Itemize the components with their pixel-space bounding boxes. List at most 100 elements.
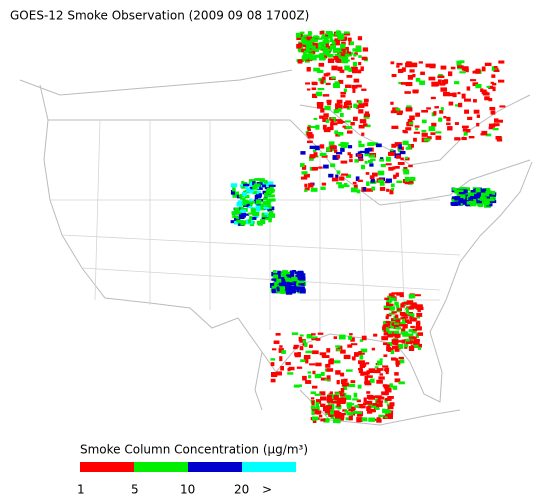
smoke-pixel: [396, 180, 403, 183]
smoke-pixel: [358, 351, 362, 356]
smoke-pixel: [398, 344, 404, 349]
smoke-pixel: [347, 344, 353, 348]
smoke-pixel: [295, 32, 301, 38]
smoke-pixel: [483, 202, 488, 205]
smoke-pixel: [270, 362, 275, 367]
smoke-pixel: [345, 100, 352, 106]
smoke-pixel: [458, 195, 466, 200]
smoke-pixel: [348, 415, 353, 421]
smoke-pixel: [413, 137, 417, 142]
smoke-pixel: [310, 187, 318, 192]
smoke-pixel: [285, 277, 292, 282]
smoke-pixel: [323, 113, 329, 118]
smoke-pixel: [236, 219, 242, 223]
smoke-pixel: [244, 194, 250, 199]
smoke-pixel: [333, 396, 338, 399]
smoke-pixel: [363, 113, 371, 117]
smoke-pixel: [334, 149, 338, 153]
smoke-pixel: [430, 96, 436, 100]
smoke-pixel: [252, 181, 256, 186]
smoke-pixel: [287, 372, 294, 375]
smoke-pixel: [345, 126, 353, 129]
smoke-pixel: [405, 310, 410, 314]
smoke-pixel: [401, 67, 406, 72]
smoke-pixel: [294, 271, 301, 275]
smoke-pixel: [320, 403, 326, 407]
smoke-pixel: [391, 188, 395, 191]
smoke-pixel: [231, 212, 236, 216]
smoke-pixel: [348, 67, 352, 72]
smoke-pixel: [408, 294, 414, 299]
smoke-pixel: [385, 315, 389, 320]
smoke-pixel: [296, 288, 301, 293]
smoke-pixel: [383, 321, 388, 325]
smoke-pixel: [371, 347, 376, 351]
smoke-pixel: [404, 339, 411, 343]
smoke-pixel: [399, 312, 406, 316]
smoke-pixel: [481, 192, 486, 198]
smoke-pixel: [494, 69, 500, 72]
smoke-pixel: [344, 410, 349, 413]
smoke-pixel: [388, 303, 394, 307]
smoke-pixel: [335, 105, 342, 108]
smoke-pixel: [440, 87, 448, 92]
smoke-pixel: [461, 137, 467, 141]
smoke-pixel: [316, 46, 323, 50]
smoke-pixel: [294, 352, 299, 356]
smoke-pixel: [284, 287, 292, 292]
smoke-pixel: [356, 84, 362, 88]
smoke-pixel: [353, 392, 358, 398]
smoke-pixel: [322, 355, 330, 359]
smoke-pixel: [372, 403, 378, 406]
smoke-pixel: [384, 410, 392, 415]
smoke-pixel: [368, 159, 373, 163]
smoke-pixel: [365, 400, 373, 405]
smoke-pixel: [457, 65, 464, 69]
smoke-pixel: [391, 357, 397, 361]
smoke-pixel: [376, 403, 383, 407]
smoke-pixel: [391, 311, 397, 314]
smoke-pixel: [306, 67, 311, 72]
smoke-pixel: [390, 350, 395, 355]
smoke-pixel: [302, 54, 309, 60]
smoke-pixel: [339, 417, 345, 421]
smoke-pixel: [369, 378, 375, 383]
smoke-pixel: [364, 382, 372, 386]
smoke-pixel: [498, 60, 505, 64]
smoke-pixel: [359, 119, 367, 124]
smoke-pixel: [488, 190, 493, 194]
smoke-pixel: [427, 136, 432, 140]
smoke-pixel: [456, 201, 464, 206]
smoke-pixel: [412, 344, 419, 348]
smoke-pixel: [454, 122, 459, 125]
smoke-pixel: [410, 344, 415, 348]
smoke-pixel: [292, 270, 297, 273]
smoke-pixel: [349, 52, 354, 55]
smoke-pixel: [276, 278, 282, 284]
smoke-pixel: [325, 45, 329, 50]
smoke-pixel: [312, 93, 318, 99]
smoke-pixel: [338, 184, 344, 189]
smoke-pixel: [232, 191, 240, 196]
smoke-pixel: [329, 37, 333, 43]
smoke-pixel: [268, 194, 275, 198]
smoke-pixel: [421, 132, 428, 137]
smoke-pixel: [394, 166, 400, 169]
smoke-pixel: [357, 403, 363, 409]
smoke-pixel: [488, 98, 493, 102]
smoke-pixel: [260, 219, 266, 224]
smoke-pixel: [272, 348, 277, 351]
smoke-pixel: [275, 333, 281, 336]
smoke-pixel: [412, 74, 416, 78]
smoke-pixel: [269, 186, 274, 191]
smoke-pixel: [487, 198, 495, 202]
smoke-pixel: [363, 397, 367, 403]
smoke-pixel: [408, 144, 414, 148]
smoke-pixel: [383, 354, 388, 357]
smoke-pixel: [273, 340, 280, 344]
smoke-pixel: [336, 170, 341, 174]
smoke-pixel: [375, 395, 382, 399]
smoke-pixel: [410, 62, 418, 68]
smoke-pixel: [305, 42, 313, 46]
